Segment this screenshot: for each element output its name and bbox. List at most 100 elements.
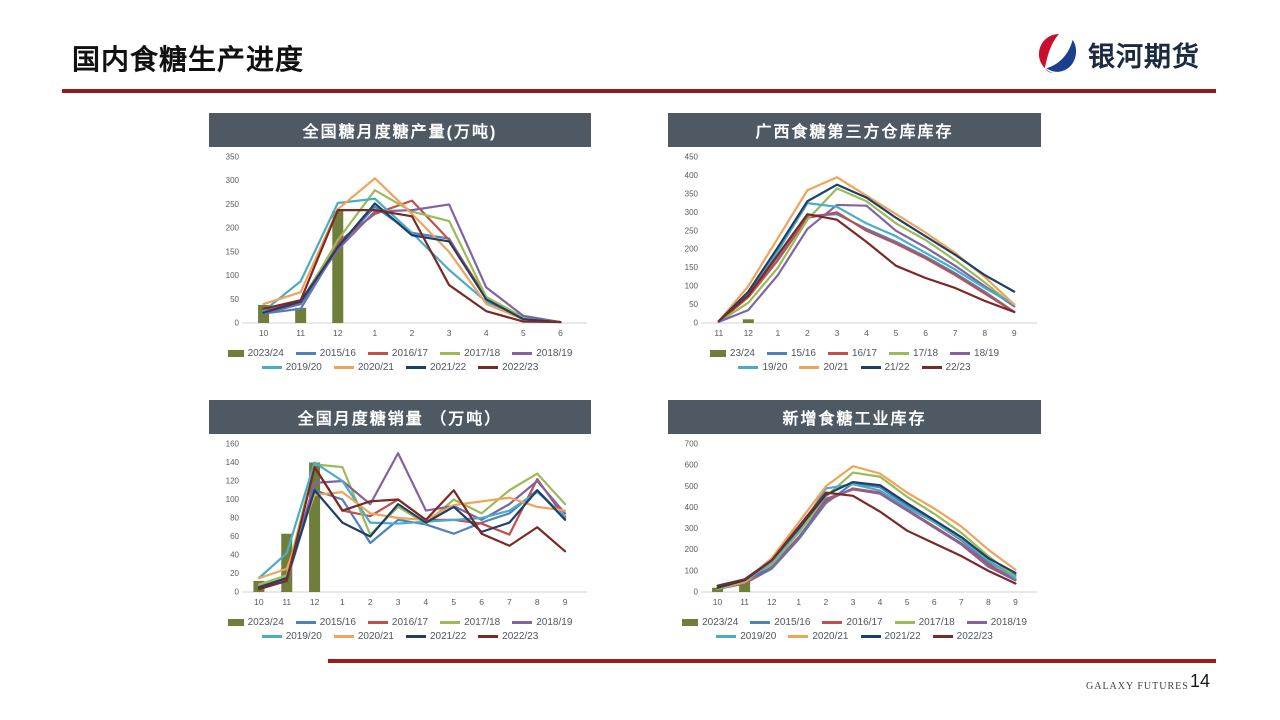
x-tick-label: 1	[796, 597, 801, 607]
bar-2023/24	[332, 211, 344, 323]
x-tick-label: 4	[484, 328, 489, 338]
legend-item-2016-17: 2016/17	[367, 348, 428, 359]
x-tick-label: 1	[775, 328, 780, 338]
y-tick-label: 150	[226, 247, 240, 256]
chart-canvas-guangxi-warehouse: 0 50 100 150 200 250 300 350 400 450 11 12 1 2 3 4 5 6 7 8 9	[668, 147, 1041, 345]
line-2019/20	[716, 483, 1017, 589]
line-21/22	[717, 183, 1016, 323]
legend-line-swatch	[478, 366, 499, 369]
x-tick-label: 6	[558, 328, 563, 338]
line-22/23	[717, 213, 1016, 323]
x-tick-label: 8	[982, 328, 987, 338]
legend-line-swatch	[950, 352, 971, 355]
chart-title: 全国月度糖销量 （万吨）	[297, 411, 503, 428]
legend-line-swatch	[367, 352, 388, 355]
legend-line-swatch	[512, 352, 533, 355]
legend-item-2021-22: 2021/22	[406, 631, 466, 642]
legend-item-2023-24: 2023/24	[682, 617, 738, 628]
galaxy-logo-icon	[1038, 34, 1077, 73]
y-tick-label: 120	[226, 477, 240, 486]
bar-2023/24	[739, 581, 751, 592]
legend-label: 2019/20	[285, 631, 322, 642]
legend-label: 2019/20	[285, 362, 322, 373]
legend-line-swatch	[966, 621, 987, 624]
legend-item-2018-19: 2018/19	[966, 617, 1027, 628]
y-tick-label: 0	[694, 588, 699, 597]
legend-item-2018-19: 2018/19	[512, 617, 572, 628]
chart-legend: 2023/24 2015/16 2016/17 2017/18 2018/19 2019/…	[209, 348, 591, 376]
y-tick-label: 300	[685, 208, 699, 217]
x-tick-label: 2	[824, 597, 829, 607]
chart-title: 新增食糖工业库存	[782, 411, 927, 428]
chart-title: 全国糖月度糖产量(万吨)	[302, 124, 498, 141]
bar-23/24	[742, 319, 754, 323]
legend-item-2015-16: 2015/16	[295, 348, 356, 359]
legend-item-20-21: 20/21	[799, 362, 849, 373]
y-tick-label: 250	[685, 226, 699, 235]
chart-legend: 23/24 15/16 16/17 17/18 18/19 19/20 20/21 21/22…	[668, 348, 1041, 376]
y-tick-label: 350	[685, 189, 699, 198]
legend-label: 2021/22	[430, 631, 467, 642]
x-tick-label: 3	[851, 597, 856, 607]
logo-text: 银河期货	[1088, 41, 1200, 72]
legend-item-21-22: 21/22	[860, 362, 910, 373]
legend-label: 2023/24	[702, 617, 739, 628]
x-tick-label: 10	[259, 328, 269, 338]
x-tick-label: 7	[959, 597, 964, 607]
x-tick-label: 4	[424, 597, 429, 607]
line-2022/23	[257, 466, 567, 591]
legend-label: 2022/23	[502, 631, 539, 642]
legend-row: 2023/24 2015/16 2016/17 2017/18 2018/19	[222, 617, 579, 628]
legend-item-2018-19: 2018/19	[512, 348, 572, 359]
line-2020/21	[262, 177, 562, 324]
legend-line-swatch	[406, 366, 426, 369]
legend-line-swatch	[788, 635, 809, 638]
chart-legend: 2023/24 2015/16 2016/17 2017/18 2018/19 2019/…	[209, 617, 591, 645]
legend-item-23-24: 23/24	[709, 348, 755, 359]
legend-item-2017-18: 2017/18	[440, 617, 500, 628]
y-tick-label: 20	[230, 569, 239, 578]
legend-label: 22/23	[945, 362, 971, 373]
line-2019/20	[257, 461, 567, 580]
legend-item-2022-23: 2022/23	[932, 631, 993, 642]
legend-item-2016-17: 2016/17	[367, 617, 428, 628]
legend-line-swatch	[750, 621, 771, 624]
legend-label: 20/21	[823, 362, 849, 373]
legend-line-swatch	[889, 352, 910, 355]
legend-label: 2015/16	[319, 617, 356, 628]
legend-line-swatch	[766, 352, 787, 355]
legend-bar-swatch	[227, 619, 244, 626]
footer-rule	[328, 659, 1216, 663]
line-16/17	[717, 211, 1016, 323]
legend-label: 2021/22	[430, 362, 467, 373]
x-tick-label: 5	[521, 328, 526, 338]
y-tick-label: 60	[230, 532, 239, 541]
legend-item-2015-16: 2015/16	[750, 617, 810, 628]
legend-item-2023-24: 2023/24	[227, 617, 284, 628]
legend-line-swatch	[333, 366, 354, 369]
x-tick-label: 5	[905, 597, 910, 607]
legend-label: 2017/18	[918, 617, 955, 628]
title-underline	[62, 89, 1216, 93]
y-tick-label: 0	[235, 588, 240, 597]
legend-row: 2023/24 2015/16 2016/17 2017/18 2018/19	[222, 348, 579, 359]
y-tick-label: 500	[685, 482, 699, 491]
x-tick-label: 8	[986, 597, 991, 607]
legend-label: 2023/24	[247, 617, 284, 628]
chart-canvas-production: 0 50 100 150 200 250 300 350 10 11 12 1 2 3 4 5 6	[209, 147, 591, 345]
chart-header: 全国月度糖销量 （万吨）	[209, 400, 591, 434]
x-tick-label: 2	[368, 597, 373, 607]
legend-line-swatch	[406, 635, 426, 638]
y-tick-label: 100	[685, 282, 699, 291]
legend-item-2021-22: 2021/22	[406, 362, 466, 373]
x-tick-label: 12	[333, 328, 343, 338]
y-tick-label: 50	[689, 300, 698, 309]
chart-header: 全国糖月度糖产量(万吨)	[209, 113, 591, 147]
legend-label: 2016/17	[846, 617, 883, 628]
y-tick-label: 300	[226, 176, 240, 185]
line-2018/19	[716, 488, 1017, 589]
x-tick-label: 8	[535, 597, 540, 607]
legend-row: 2019/20 2020/21 2021/22 2022/23	[256, 631, 545, 642]
legend-label: 2017/18	[464, 348, 501, 359]
